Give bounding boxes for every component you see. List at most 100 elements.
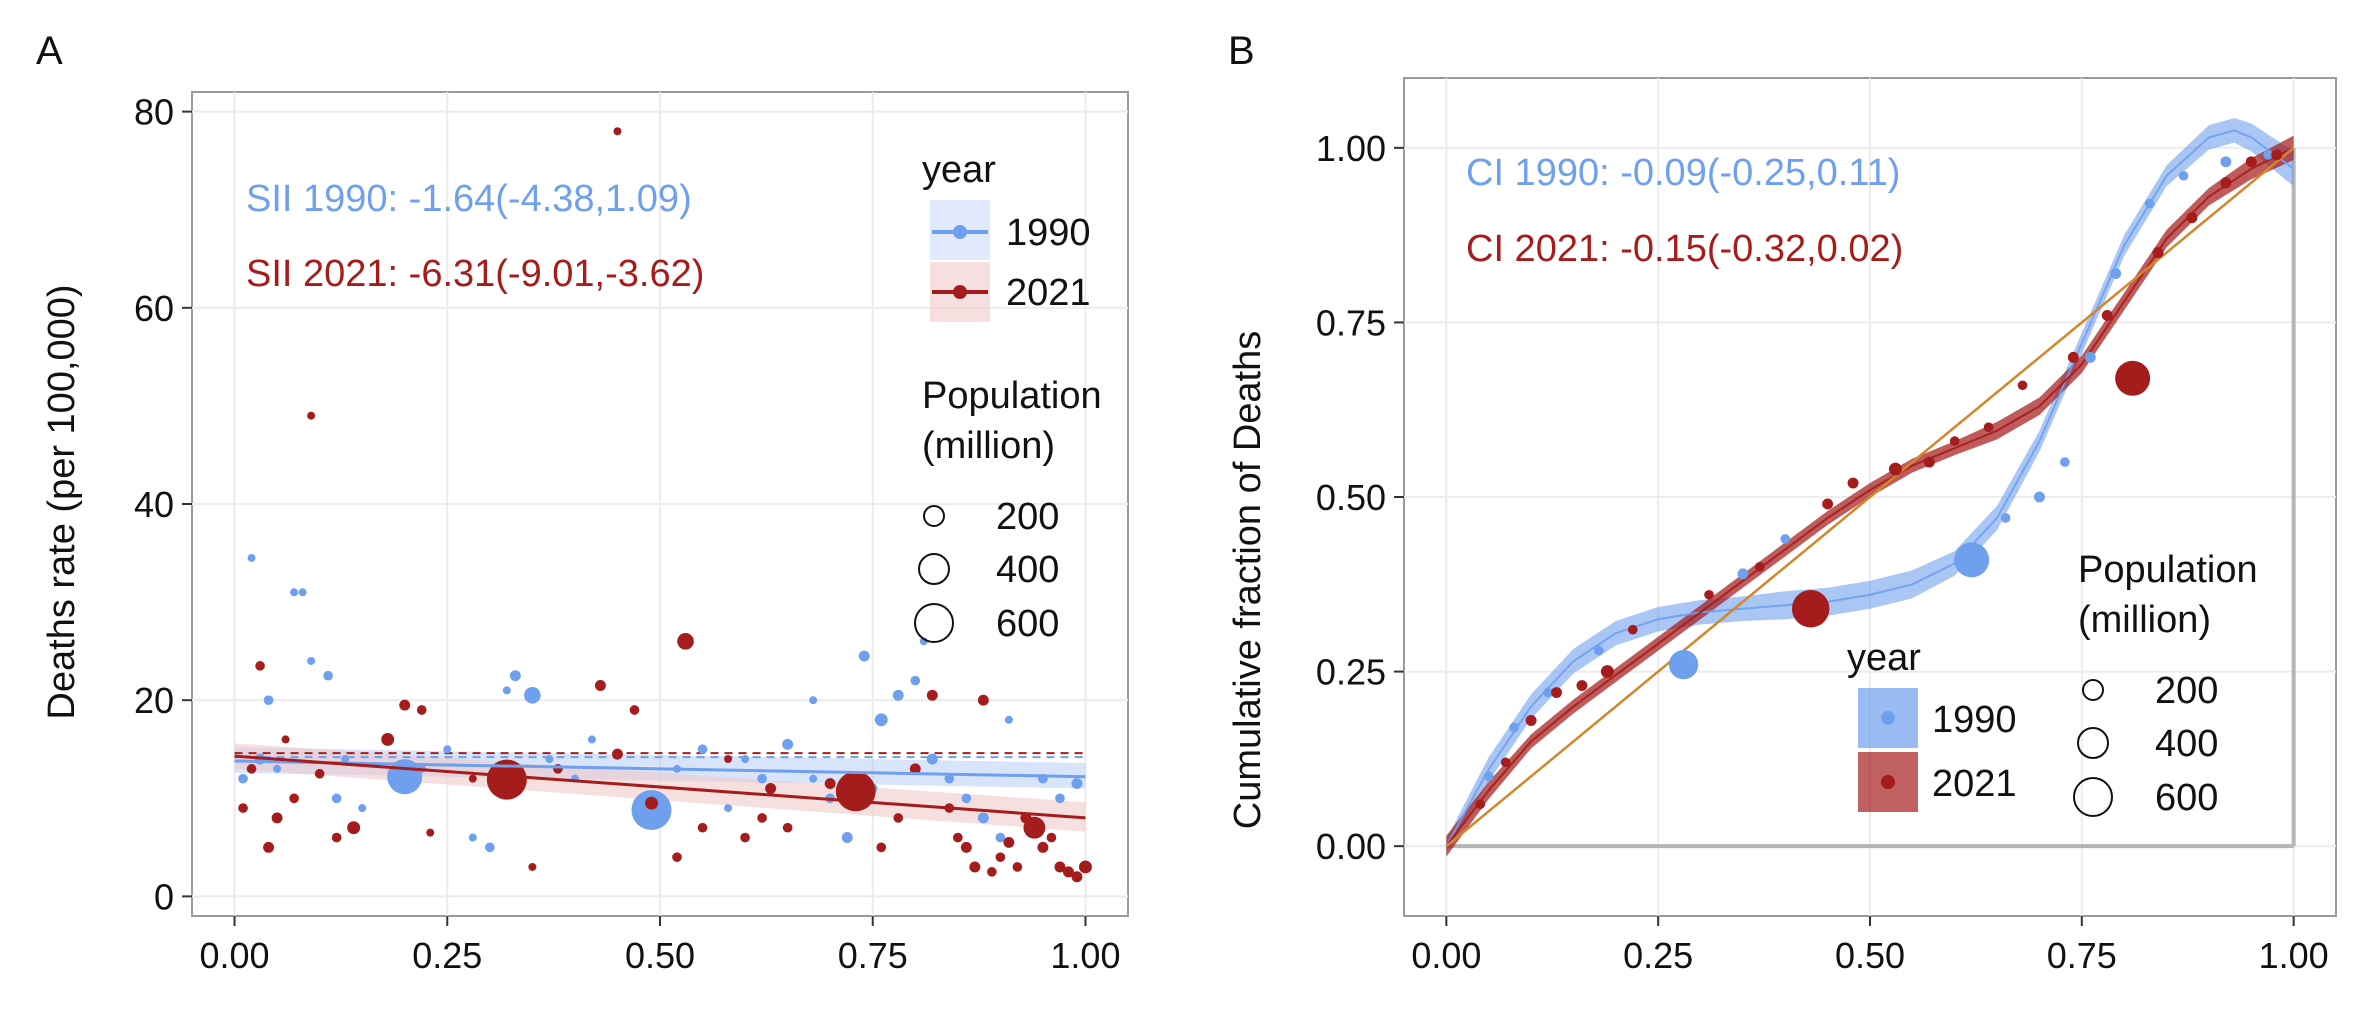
point-2021 <box>1023 816 1046 839</box>
legend-b-size-400 <box>2077 727 2109 759</box>
point-1990 <box>2000 513 2011 523</box>
point-1990 <box>2033 491 2045 503</box>
x-tick-label-a: 0.25 <box>412 935 482 976</box>
point-2021 <box>724 755 733 764</box>
point-2021 <box>1923 456 1935 468</box>
point-2021 <box>926 689 938 701</box>
point-2021 <box>486 759 527 800</box>
equality-line <box>1445 146 2295 848</box>
legend-b-size-title-1: Population <box>2078 549 2258 591</box>
point-2021 <box>307 411 316 420</box>
point-1990 <box>1668 649 1699 680</box>
point-2021 <box>1576 680 1588 692</box>
point-1990 <box>2084 351 2096 363</box>
legend-b-size-600 <box>2073 777 2113 817</box>
y-tick-label-a: 20 <box>134 680 174 721</box>
point-1990 <box>1954 542 1990 578</box>
point-2021 <box>255 661 265 671</box>
point-1990 <box>2220 156 2232 168</box>
point-1990 <box>961 793 972 804</box>
x-tick-label-a: 1.00 <box>1050 935 1120 976</box>
point-2021 <box>782 822 793 833</box>
point-1990 <box>757 773 767 784</box>
point-1990 <box>524 686 541 704</box>
point-1990 <box>926 753 938 765</box>
point-2021 <box>1062 866 1074 878</box>
point-2021 <box>977 694 989 706</box>
point-1990 <box>1071 778 1083 790</box>
legend-a-size-label-200: 200 <box>996 496 1059 538</box>
legend-a-year-title: year <box>922 149 996 191</box>
point-2021 <box>960 841 972 853</box>
point-2021 <box>347 821 361 835</box>
point-2021 <box>314 768 325 779</box>
y-tick-label-b: 1.00 <box>1316 128 1386 169</box>
point-1990 <box>307 656 316 665</box>
point-1990 <box>468 833 477 842</box>
legend-b-size-title-2: (million) <box>2078 599 2211 641</box>
y-axis-title-a: Deaths rate (per 100,000) <box>41 284 83 719</box>
point-1990 <box>697 744 708 755</box>
panel-label-a: A <box>36 29 63 73</box>
y-tick-label-a: 80 <box>134 92 174 133</box>
point-1990 <box>1737 568 1749 580</box>
x-tick-label-a: 0.00 <box>200 935 270 976</box>
point-2021 <box>381 732 395 746</box>
panel-a: 0.00 0.25 0.50 0.75 1.00 0 20 40 60 80 <box>134 91 1129 976</box>
point-1990 <box>290 588 299 597</box>
point-1990 <box>724 804 733 813</box>
point-2021 <box>289 793 299 804</box>
legend-a-label-1990: 1990 <box>1006 212 1091 254</box>
point-2021 <box>677 633 694 650</box>
legend-b-key-2021-dot <box>1881 775 1895 789</box>
point-2021 <box>835 771 876 812</box>
point-2021 <box>1822 498 1834 510</box>
point-2021 <box>1983 422 1994 432</box>
point-1990 <box>858 650 870 662</box>
point-1990 <box>1780 534 1791 544</box>
point-2021 <box>876 842 887 853</box>
point-1990 <box>1594 645 1604 656</box>
x-tick-label-b: 0.50 <box>1835 935 1905 976</box>
legend-a-key-2021-dot <box>953 285 967 299</box>
legend-b-size-label-400: 400 <box>2155 723 2218 765</box>
point-2021 <box>2245 156 2257 168</box>
point-2021 <box>1755 562 1765 572</box>
point-1990 <box>1004 715 1013 724</box>
legend-a-size-title-1: Population <box>922 375 1102 417</box>
point-2021 <box>2017 380 2028 391</box>
point-1990 <box>2178 170 2189 181</box>
x-tick-label-b: 0.75 <box>2047 935 2117 976</box>
legend-b-size-label-600: 600 <box>2155 777 2218 819</box>
point-2021 <box>1078 860 1092 874</box>
point-2021 <box>1037 841 1049 853</box>
point-1990 <box>782 738 794 750</box>
panel-label-b: B <box>1228 29 1255 73</box>
point-2021 <box>629 705 640 715</box>
point-1990 <box>874 713 888 727</box>
point-2021 <box>740 832 750 843</box>
point-1990 <box>2144 198 2155 209</box>
point-1990 <box>809 774 818 783</box>
x-tick-label-b: 0.00 <box>1411 935 1481 976</box>
y-tick-label-b: 0.25 <box>1316 652 1386 693</box>
point-1990 <box>1483 771 1494 782</box>
point-2021 <box>2271 149 2283 161</box>
point-2021 <box>1475 799 1486 810</box>
point-2021 <box>263 841 275 853</box>
point-2021 <box>909 763 921 775</box>
point-2021 <box>1500 757 1511 768</box>
y-tick-label-b: 0.00 <box>1316 826 1386 867</box>
point-1990 <box>1055 793 1065 804</box>
x-tick-label-a: 0.50 <box>625 935 695 976</box>
point-1990 <box>443 745 452 754</box>
point-2021 <box>416 705 427 715</box>
point-1990 <box>545 755 554 764</box>
point-2021 <box>1525 715 1537 726</box>
x-tick-label-b: 0.25 <box>1623 935 1693 976</box>
point-2021 <box>2152 247 2164 259</box>
sii-2021-annotation: SII 2021: -6.31(-9.01,-3.62) <box>246 253 704 295</box>
ci-1990-annotation: CI 1990: -0.09(-0.25,0.11) <box>1466 152 1900 194</box>
